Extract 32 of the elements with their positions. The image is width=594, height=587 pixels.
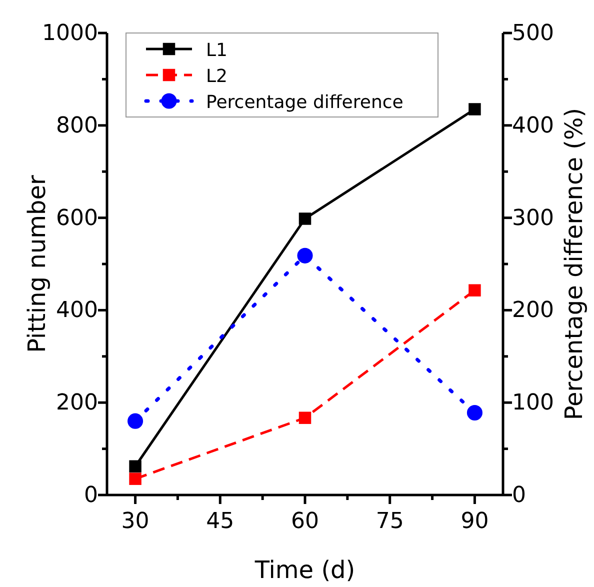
- point: [468, 103, 481, 116]
- y2-tick-label: 200: [512, 298, 554, 324]
- point: [129, 472, 142, 485]
- point: [129, 460, 142, 472]
- y-tick-label: 1000: [42, 21, 98, 46]
- x-tick-label: 60: [291, 509, 319, 534]
- y-tick-label: 800: [56, 113, 98, 138]
- y-tick-label: 200: [56, 390, 98, 416]
- legend-label: L1: [206, 40, 228, 61]
- x-tick-label: 45: [206, 509, 234, 534]
- legend-label: L2: [206, 66, 228, 87]
- y2-tick-label: 400: [512, 113, 554, 138]
- y2-axis-title: Percentage difference (%): [560, 108, 588, 420]
- legend-label: Percentage difference: [206, 92, 404, 113]
- y-tick-label: 0: [84, 483, 98, 508]
- y-axis-title: Pitting number: [23, 174, 51, 353]
- y-tick-label: 600: [56, 206, 98, 231]
- x-tick-label: 75: [376, 509, 404, 534]
- x-tick-label: 30: [121, 509, 150, 534]
- point: [468, 284, 481, 296]
- point: [298, 412, 312, 424]
- point: [298, 212, 312, 225]
- point: [466, 405, 482, 421]
- y2-tick-label: 0: [512, 483, 526, 508]
- y2-tick-label: 500: [512, 21, 554, 46]
- y2-tick-label: 100: [512, 390, 554, 416]
- point: [128, 413, 144, 429]
- point: [297, 248, 313, 264]
- y2-tick-label: 300: [512, 206, 554, 231]
- x-axis-title: Time (d): [254, 556, 356, 584]
- x-tick-label: 90: [460, 509, 489, 534]
- y-tick-label: 400: [56, 298, 98, 324]
